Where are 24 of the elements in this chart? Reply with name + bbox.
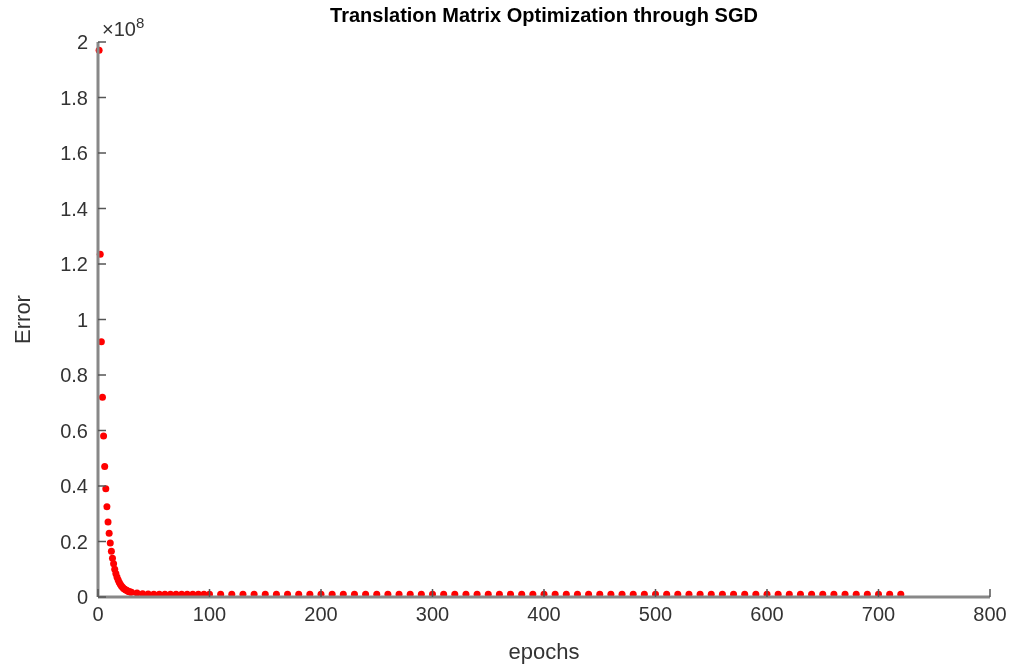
y-tick-label: 1.2: [60, 253, 88, 275]
text: ×10$^{8}$: [102, 13, 145, 40]
x-tick-label: 100: [192, 603, 227, 625]
y-tick-label: 2: [76, 31, 88, 53]
y-tick-label: 0.4: [60, 475, 88, 497]
y-tick-label: 0: [76, 586, 88, 608]
y-axis-title: Error: [10, 295, 35, 344]
y-tick-label: 1.4: [60, 197, 88, 220]
x-tick-label: 700: [861, 603, 896, 625]
x-tick-label: 400: [527, 603, 561, 625]
chart-title: Translation Matrix Optimization through SGD: [330, 4, 758, 26]
x-tick-label: 500: [638, 603, 673, 625]
x-tick-label: 0: [92, 603, 104, 625]
x-tick-label: 600: [750, 603, 784, 625]
y-tick-label: 0.2: [60, 530, 88, 553]
x-tick-label: 200: [304, 603, 338, 625]
y-tick-label: 1: [76, 308, 88, 331]
y-tick-label: 0.6: [60, 419, 88, 442]
x-axis-title: epochs: [508, 639, 580, 664]
y-tick-label: 1.6: [60, 142, 88, 164]
x-tick-label: 300: [415, 603, 450, 625]
y-tick-label: 1.8: [60, 86, 88, 109]
y-tick-label: 0.8: [60, 364, 88, 386]
x-tick-label: 800: [973, 603, 1007, 625]
